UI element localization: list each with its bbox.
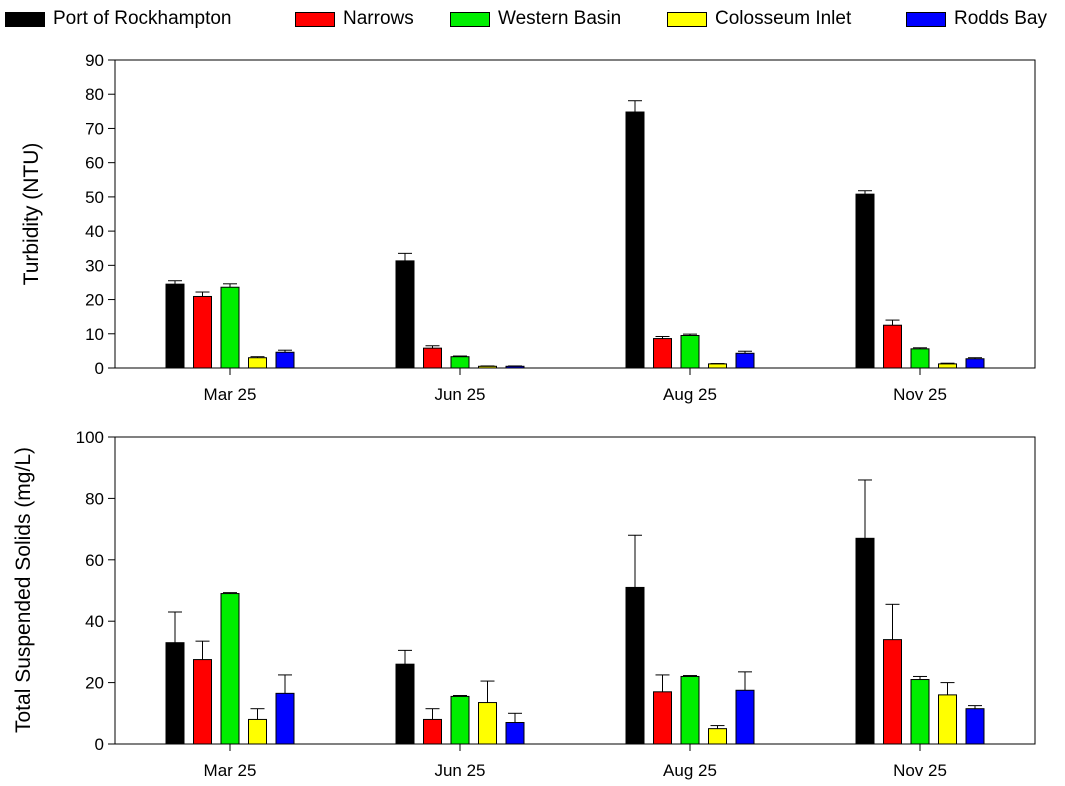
turbidity-bar-rodds-bay-mar-25 xyxy=(275,351,295,369)
tss-bar-narrows-mar-25 xyxy=(193,659,212,745)
turbidity-bar-western-basin-aug-25 xyxy=(680,334,700,369)
tss-bar-western-basin-mar-25 xyxy=(220,593,240,745)
turbidity-bar-western-basin-nov-25 xyxy=(910,348,930,369)
legend-swatch-icon xyxy=(5,11,45,27)
turbidity-bar-port-of-rockhampton-aug-25 xyxy=(625,111,645,369)
legend-label: Rodds Bay xyxy=(954,8,1047,29)
turbidity-y-tick-label: 0 xyxy=(95,359,104,378)
tss-bar-western-basin-nov-25 xyxy=(910,679,930,745)
turbidity-y-tick-label: 70 xyxy=(85,119,104,138)
legend-item-narrows: Narrows xyxy=(295,8,414,30)
turbidity-bar-rodds-bay-jun-25 xyxy=(505,365,525,369)
turbidity-y-tick-label: 10 xyxy=(85,325,104,344)
tss-bar-port-of-rockhampton-nov-25 xyxy=(855,537,875,745)
tss-y-tick-label: 20 xyxy=(85,674,104,693)
legend-swatch-icon xyxy=(450,11,490,27)
legend-label: Narrows xyxy=(343,8,414,29)
tss-bar-western-basin-jun-25 xyxy=(450,695,470,745)
tss-y-tick-label: 40 xyxy=(85,612,104,631)
tss-x-tick-label: Aug 25 xyxy=(663,761,717,780)
turbidity-y-tick-label: 30 xyxy=(85,256,104,275)
legend-label: Port of Rockhampton xyxy=(53,8,232,29)
turbidity-bar-colosseum-inlet-jun-25 xyxy=(478,365,497,369)
tss-y-tick-label: 60 xyxy=(85,551,104,570)
turbidity-y-tick-label: 50 xyxy=(85,188,104,207)
tss-bar-port-of-rockhampton-aug-25 xyxy=(625,586,645,745)
tss-y-tick-label: 0 xyxy=(95,735,104,754)
turbidity-bar-narrows-jun-25 xyxy=(423,347,442,369)
legend-swatch-icon xyxy=(906,11,946,27)
turbidity-y-axis-label: Turbidity (NTU) xyxy=(20,143,43,286)
turbidity-y-tick-label: 80 xyxy=(85,85,104,104)
turbidity-bar-narrows-aug-25 xyxy=(653,338,672,369)
turbidity-bar-rodds-bay-aug-25 xyxy=(735,352,755,369)
tss-bar-narrows-jun-25 xyxy=(423,718,442,745)
tss-y-axis-label: Total Suspended Solids (mg/L) xyxy=(12,447,35,733)
turbidity-bar-western-basin-mar-25 xyxy=(220,286,240,369)
turbidity-bar-colosseum-inlet-aug-25 xyxy=(708,363,727,369)
tss-bar-colosseum-inlet-mar-25 xyxy=(248,718,267,745)
tss-y-tick-label: 80 xyxy=(85,489,104,508)
tss-bar-colosseum-inlet-nov-25 xyxy=(938,694,957,745)
legend-item-western-basin: Western Basin xyxy=(450,8,621,30)
tss-x-tick-label: Jun 25 xyxy=(434,761,485,780)
tss-x-tick-label: Mar 25 xyxy=(204,761,257,780)
legend-item-rodds-bay: Rodds Bay xyxy=(906,8,1047,30)
turbidity-bar-port-of-rockhampton-mar-25 xyxy=(165,283,185,369)
tss-bar-narrows-aug-25 xyxy=(653,691,672,745)
legend-swatch-icon xyxy=(667,11,707,27)
turbidity-panel: 0 10 20 30 40 50 60 70 80 90 Turbidity (NTU) Mar 25… xyxy=(20,51,1036,404)
turbidity-bar-western-basin-jun-25 xyxy=(450,356,470,369)
legend-item-colosseum-inlet: Colosseum Inlet xyxy=(667,8,851,30)
tss-bar-port-of-rockhampton-mar-25 xyxy=(165,642,185,745)
turbidity-bar-port-of-rockhampton-nov-25 xyxy=(855,193,875,369)
turbidity-y-tick-label: 60 xyxy=(85,154,104,173)
chart-legend: Port of Rockhampton Narrows Western Basi… xyxy=(0,0,1065,38)
tss-bar-rodds-bay-mar-25 xyxy=(275,692,295,745)
turbidity-bar-narrows-nov-25 xyxy=(883,324,902,369)
turbidity-x-tick-label: Nov 25 xyxy=(893,385,947,404)
tss-y-tick-label: 100 xyxy=(76,428,104,447)
tss-bar-narrows-nov-25 xyxy=(883,639,902,745)
tss-bar-rodds-bay-aug-25 xyxy=(735,689,755,745)
legend-label: Colosseum Inlet xyxy=(715,8,852,29)
tss-bar-port-of-rockhampton-jun-25 xyxy=(395,663,415,745)
turbidity-y-tick-label: 90 xyxy=(85,51,104,70)
turbidity-x-tick-label: Jun 25 xyxy=(434,385,485,404)
legend-swatch-icon xyxy=(295,11,335,27)
tss-bar-rodds-bay-jun-25 xyxy=(505,722,525,745)
tss-bar-colosseum-inlet-jun-25 xyxy=(478,702,497,745)
turbidity-bar-port-of-rockhampton-jun-25 xyxy=(395,260,415,369)
turbidity-x-tick-label: Mar 25 xyxy=(204,385,257,404)
turbidity-y-tick-label: 40 xyxy=(85,222,104,241)
tss-panel: 0 20 40 60 80 100 Total Suspended Solids (mg/L… xyxy=(12,428,1036,780)
legend-item-port-of-rockhampton: Port of Rockhampton xyxy=(5,8,231,30)
turbidity-y-tick-label: 20 xyxy=(85,291,104,310)
turbidity-bar-colosseum-inlet-nov-25 xyxy=(938,363,957,369)
tss-bar-western-basin-aug-25 xyxy=(680,675,700,745)
turbidity-x-tick-label: Aug 25 xyxy=(663,385,717,404)
legend-label: Western Basin xyxy=(498,8,622,29)
tss-plot-frame xyxy=(114,436,1036,745)
turbidity-plot-frame xyxy=(114,59,1036,369)
tss-bar-colosseum-inlet-aug-25 xyxy=(708,728,727,745)
turbidity-bar-colosseum-inlet-mar-25 xyxy=(248,357,267,369)
turbidity-bar-rodds-bay-nov-25 xyxy=(965,358,985,369)
turbidity-bar-narrows-mar-25 xyxy=(193,295,212,369)
tss-x-tick-label: Nov 25 xyxy=(893,761,947,780)
tss-bar-rodds-bay-nov-25 xyxy=(965,708,985,745)
